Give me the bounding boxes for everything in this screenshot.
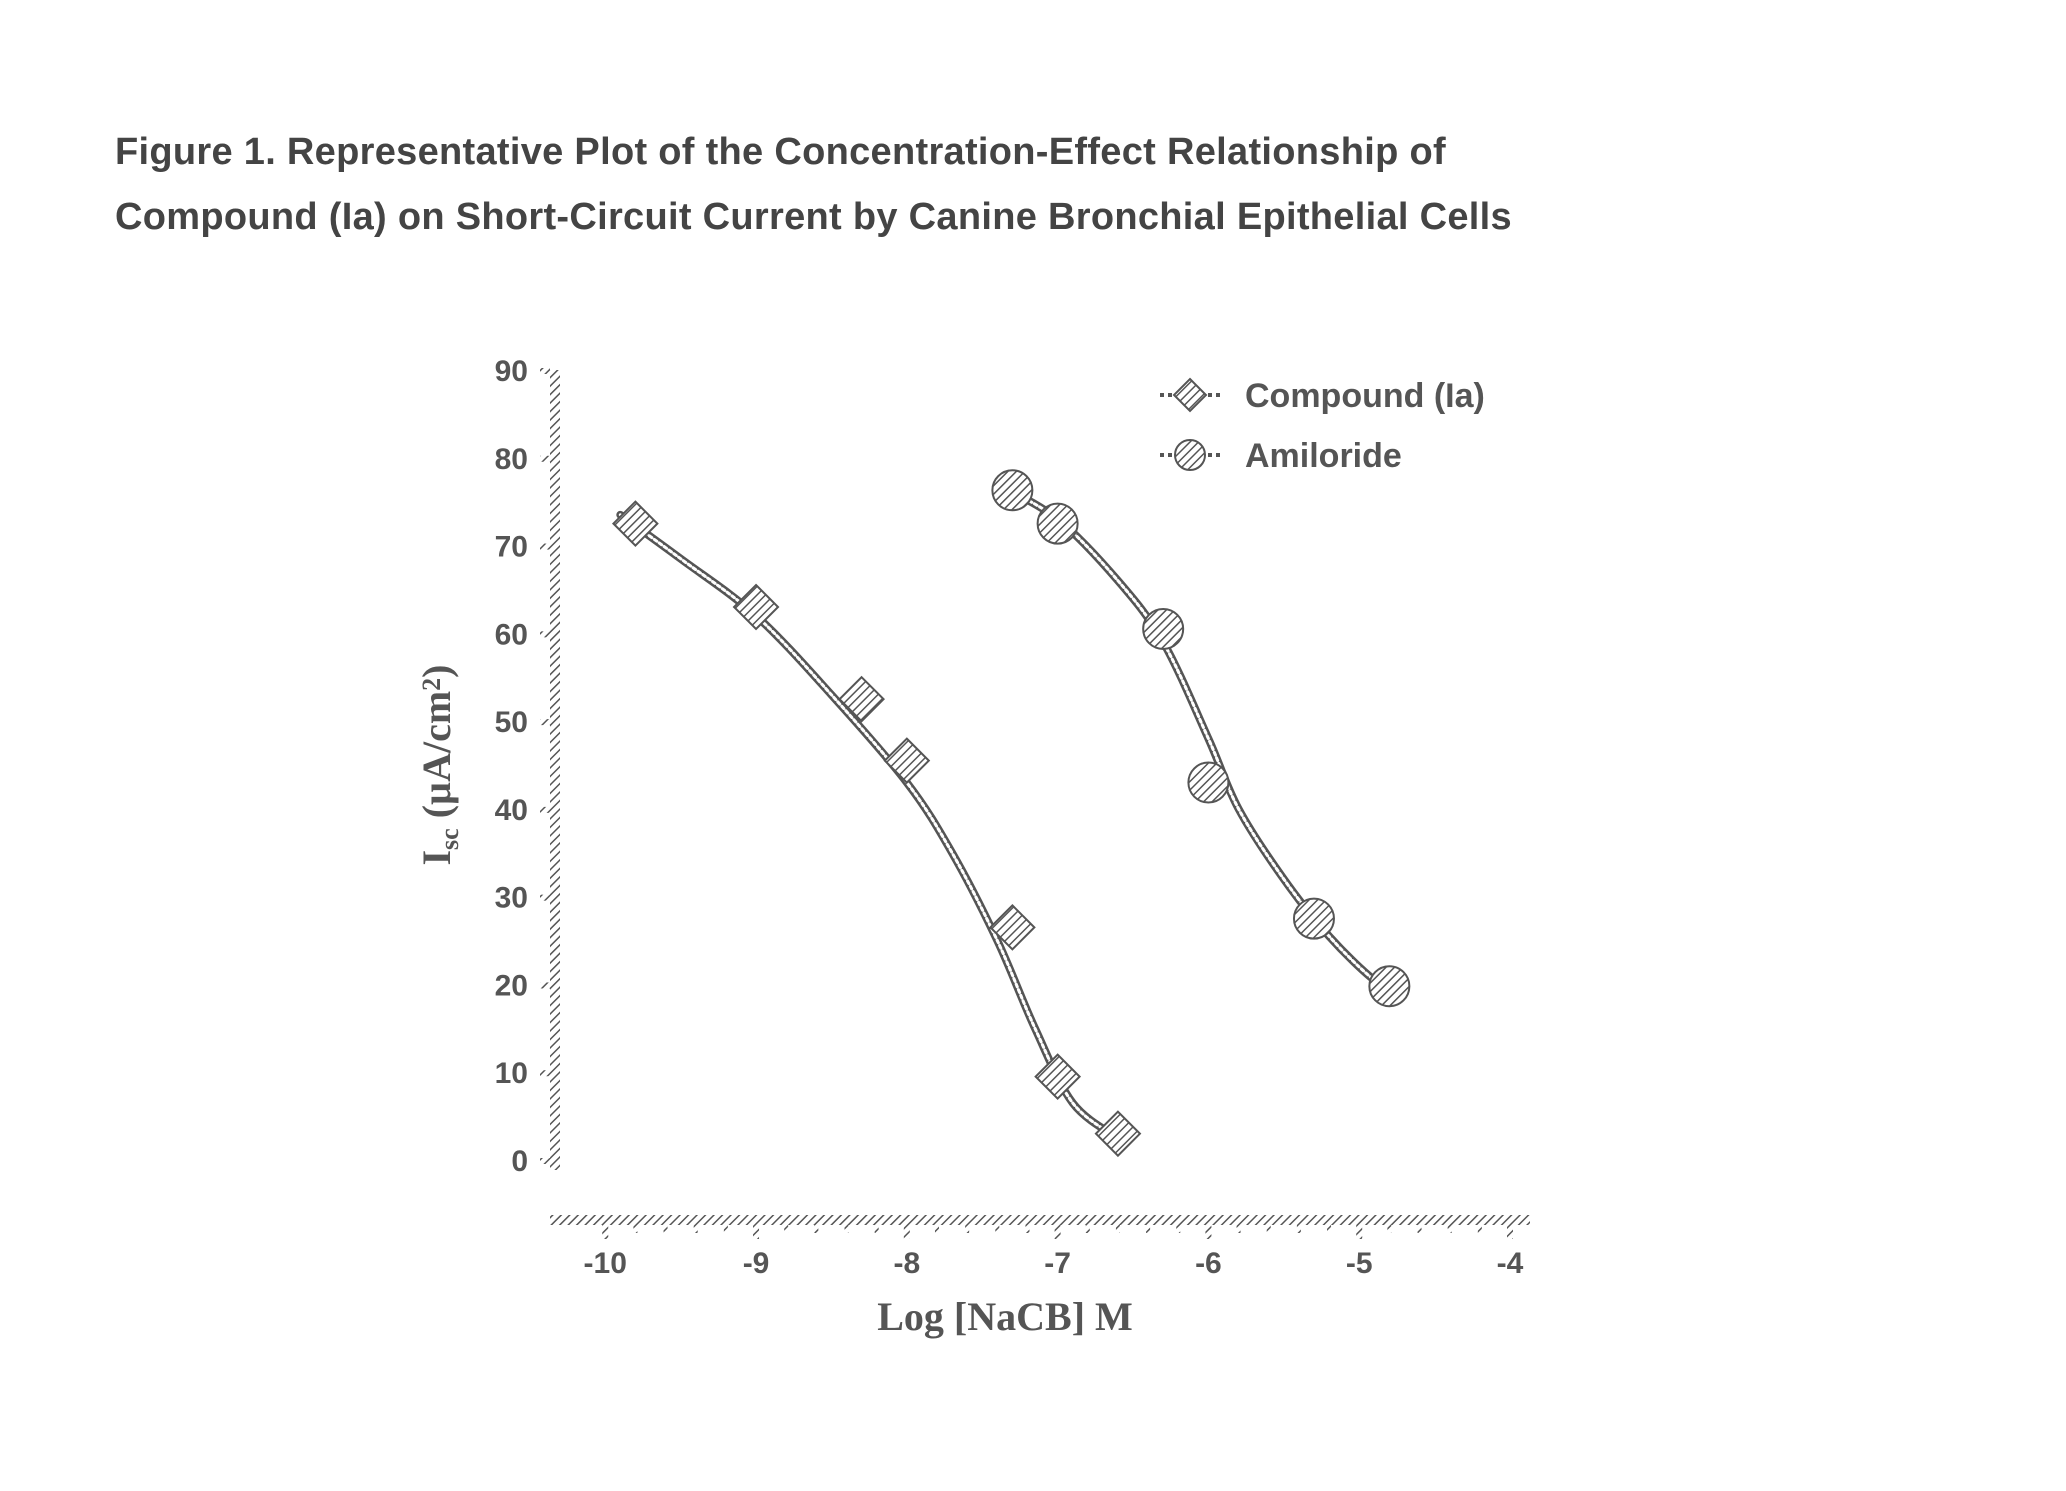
title-line1: Figure 1. Representative Plot of the Con… — [115, 131, 1446, 173]
svg-text:-7: -7 — [1044, 1247, 1071, 1280]
svg-text:30: 30 — [495, 882, 528, 915]
svg-text:-8: -8 — [893, 1247, 920, 1280]
svg-text:-5: -5 — [1346, 1247, 1373, 1280]
svg-text:Isc (µA/cm2): Isc (µA/cm2) — [414, 664, 464, 865]
concentration-effect-chart: 0 10 20 30 40 50 60 70 80 90 -10 -9 -8 -7 -6 -5 -4 Isc (µ… — [390, 350, 1690, 1400]
svg-text:0: 0 — [511, 1145, 528, 1178]
svg-text:-10: -10 — [584, 1247, 627, 1280]
svg-text:Amiloride: Amiloride — [1245, 437, 1402, 475]
svg-text:60: 60 — [495, 618, 528, 651]
svg-text:70: 70 — [495, 531, 528, 564]
figure-title: Figure 1. Representative Plot of the Con… — [115, 120, 1815, 249]
svg-text:10: 10 — [495, 1057, 528, 1090]
svg-text:-6: -6 — [1195, 1247, 1222, 1280]
svg-text:-4: -4 — [1497, 1247, 1524, 1280]
svg-text:50: 50 — [495, 706, 528, 739]
svg-text:20: 20 — [495, 969, 528, 1002]
svg-text:80: 80 — [495, 443, 528, 476]
svg-text:90: 90 — [495, 355, 528, 388]
svg-text:Log [NaCB] M: Log [NaCB] M — [877, 1294, 1133, 1339]
svg-text:-9: -9 — [743, 1247, 770, 1280]
svg-text:40: 40 — [495, 794, 528, 827]
svg-text:Compound (Ia): Compound (Ia) — [1245, 377, 1485, 415]
title-line2: Compound (Ia) on Short-Circuit Current b… — [115, 196, 1512, 238]
